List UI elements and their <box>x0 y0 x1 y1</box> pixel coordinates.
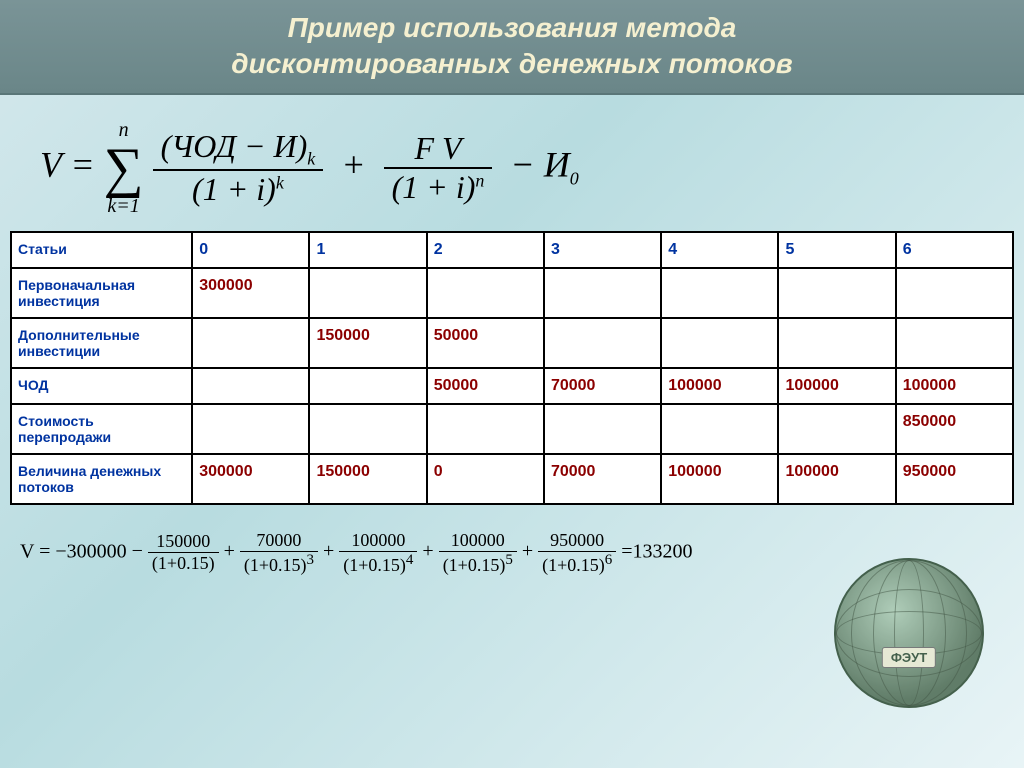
globe-logo-icon: ФЭУТ <box>834 558 984 708</box>
cell <box>778 318 895 368</box>
cell <box>427 404 544 454</box>
col-header: 0 <box>192 232 309 268</box>
col-header: 1 <box>309 232 426 268</box>
cell <box>661 268 778 318</box>
cell <box>192 404 309 454</box>
cell: 150000 <box>309 318 426 368</box>
table-row: Дополнительные инвестиции 150000 50000 <box>11 318 1013 368</box>
cell: 70000 <box>544 454 661 504</box>
cell: 100000 <box>778 368 895 404</box>
cell <box>544 268 661 318</box>
cell: 100000 <box>661 368 778 404</box>
cell: 70000 <box>544 368 661 404</box>
cell: 100000 <box>778 454 895 504</box>
cell: 50000 <box>427 318 544 368</box>
cell <box>778 268 895 318</box>
slide-header: Пример использования метода дисконтирова… <box>0 0 1024 95</box>
table-row: Стоимость перепродажи 850000 <box>11 404 1013 454</box>
cell <box>192 368 309 404</box>
row-label: Дополнительные инвестиции <box>11 318 192 368</box>
cell <box>309 404 426 454</box>
cell <box>661 318 778 368</box>
row-label: Величина денежных потоков <box>11 454 192 504</box>
cell <box>896 318 1013 368</box>
col-header: 4 <box>661 232 778 268</box>
table-row: Величина денежных потоков 300000 150000 … <box>11 454 1013 504</box>
cell <box>778 404 895 454</box>
term: + 100000(1+0.15)4 <box>323 540 422 562</box>
cell: 100000 <box>896 368 1013 404</box>
row-label: Стоимость перепродажи <box>11 404 192 454</box>
cell <box>309 268 426 318</box>
cell <box>427 268 544 318</box>
cell: 300000 <box>192 454 309 504</box>
row-label: ЧОД <box>11 368 192 404</box>
col-header: 3 <box>544 232 661 268</box>
cell <box>309 368 426 404</box>
slide-content: V = n ∑ k=1 (ЧОД − И)k (1 + i)k + F V (1… <box>0 95 1024 616</box>
col-header: 2 <box>427 232 544 268</box>
globe-label: ФЭУТ <box>882 647 936 668</box>
title-line-1: Пример использования метода <box>288 12 737 43</box>
term: − 150000(1+0.15) <box>132 540 224 562</box>
main-formula: V = n ∑ k=1 (ЧОД − И)k (1 + i)k + F V (1… <box>10 110 1014 226</box>
cell <box>896 268 1013 318</box>
cell: 150000 <box>309 454 426 504</box>
col-header: Статьи <box>11 232 192 268</box>
term: + 950000(1+0.15)6 <box>522 540 621 562</box>
term: + 100000(1+0.15)5 <box>422 540 521 562</box>
cashflow-table: Статьи 0 1 2 3 4 5 6 Первоначальная инве… <box>10 231 1014 505</box>
row-label: Первоначальная инвестиция <box>11 268 192 318</box>
title-line-2: дисконтированных денежных потоков <box>231 48 792 79</box>
term: + 70000(1+0.15)3 <box>224 540 323 562</box>
col-header: 6 <box>896 232 1013 268</box>
table-row: ЧОД 50000 70000 100000 100000 100000 <box>11 368 1013 404</box>
cell <box>544 404 661 454</box>
cell: 0 <box>427 454 544 504</box>
table-row: Первоначальная инвестиция 300000 <box>11 268 1013 318</box>
col-header: 5 <box>778 232 895 268</box>
cell <box>661 404 778 454</box>
cell: 850000 <box>896 404 1013 454</box>
table-header-row: Статьи 0 1 2 3 4 5 6 <box>11 232 1013 268</box>
cell: 300000 <box>192 268 309 318</box>
cell: 950000 <box>896 454 1013 504</box>
formula-result: =133200 <box>621 540 692 562</box>
cell: 50000 <box>427 368 544 404</box>
cell <box>192 318 309 368</box>
formula-lead: V = −300000 <box>20 540 127 562</box>
cell <box>544 318 661 368</box>
slide-title: Пример использования метода дисконтирова… <box>20 10 1004 83</box>
cell: 100000 <box>661 454 778 504</box>
